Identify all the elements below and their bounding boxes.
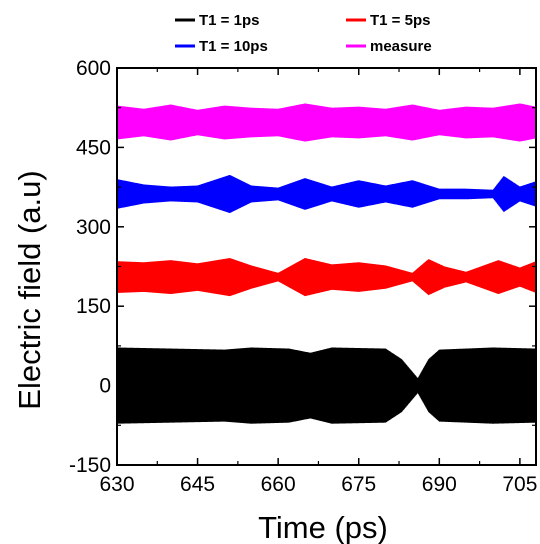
- x-axis-title: Time (ps): [258, 510, 388, 544]
- x-tick-label: 690: [422, 473, 457, 496]
- y-tick-label: 300: [76, 216, 111, 239]
- legend-label-t1-5ps: T1 = 5ps: [370, 12, 430, 29]
- x-tick-label: 630: [99, 473, 134, 496]
- x-tick-label: 675: [341, 473, 376, 496]
- legend-entry-measure: measure: [346, 38, 432, 55]
- legend-entry-t1-1ps: T1 = 1ps: [175, 12, 259, 29]
- y-axis-title: Electric field (a.u): [12, 170, 47, 409]
- series-layer: [116, 103, 537, 424]
- legend-label-measure: measure: [370, 38, 432, 55]
- x-tick-label: 660: [261, 473, 296, 496]
- legend-entry-t1-10ps: T1 = 10ps: [175, 38, 268, 55]
- y-tick-label: 450: [76, 136, 111, 159]
- series-line-measure: [116, 103, 537, 142]
- y-tick-label: 150: [76, 295, 111, 318]
- series-line-t1-10ps: [116, 175, 537, 214]
- x-tick-label: 645: [180, 473, 215, 496]
- legend: T1 = 1ps T1 = 5ps T1 = 10ps measure: [175, 12, 432, 55]
- x-tick-label: 705: [502, 473, 537, 496]
- legend-label-t1-1ps: T1 = 1ps: [199, 12, 259, 29]
- y-tick-label: 600: [76, 57, 111, 80]
- y-tick-label: -150: [69, 454, 111, 477]
- legend-label-t1-10ps: T1 = 10ps: [199, 38, 268, 55]
- series-line-t1-5ps: [116, 258, 537, 297]
- series-line-t1-1ps: [116, 347, 537, 424]
- axes: 630 645 660 675 690 705 -150 0 150 300 450 600: [69, 57, 537, 496]
- y-tick-label: 0: [99, 375, 111, 398]
- legend-entry-t1-5ps: T1 = 5ps: [346, 12, 430, 29]
